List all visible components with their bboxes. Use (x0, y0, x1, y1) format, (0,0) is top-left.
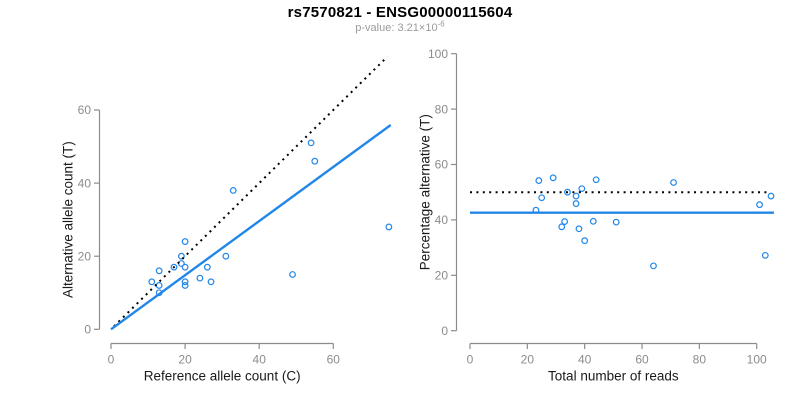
data-point (589, 217, 597, 225)
data-point (575, 225, 583, 233)
data-point (170, 263, 178, 271)
x-tick-label: 20 (521, 353, 535, 367)
data-point (229, 187, 237, 194)
p-value-base: ×10 (418, 22, 438, 34)
y-tick-label: 60 (78, 103, 92, 117)
data-point (311, 157, 319, 165)
data-point (572, 200, 580, 207)
x-axis-title: Reference allele count (C) (144, 369, 301, 384)
y-tick-label: 40 (435, 213, 449, 227)
data-point (155, 282, 163, 289)
data-point (767, 192, 775, 200)
data-point (177, 252, 185, 260)
y-tick-label: 80 (435, 102, 449, 116)
allele-counts-scatter: 0 20 40 60 0 20 40 60 Reference allele count (C)… (61, 55, 393, 384)
x-tick-label: 80 (693, 353, 707, 367)
y-tick-label: 40 (78, 176, 92, 190)
data-point (592, 176, 600, 184)
x-tick-label: 60 (635, 353, 649, 367)
data-point (612, 218, 620, 226)
data-point (203, 263, 211, 271)
y-tick-label: 20 (78, 249, 92, 263)
y-tick-label: 0 (84, 323, 91, 337)
data-point (578, 185, 586, 192)
p-value-subtitle: p-value: 3.21×10-6 (0, 19, 800, 34)
data-point (181, 282, 189, 289)
data-point (561, 218, 569, 225)
data-point (535, 177, 543, 184)
data-point (564, 188, 571, 196)
data-point (581, 237, 589, 245)
y-axis-title: Alternative allele count (T) (61, 141, 76, 298)
y-axis-title: Percentage alternative (T) (418, 114, 433, 270)
p-value-label: p-value: (355, 22, 398, 34)
chart-title: rs7570821 - ENSG00000115604 (287, 4, 513, 21)
data-point (307, 139, 315, 147)
data-point (181, 263, 189, 271)
data-point (538, 194, 546, 202)
x-tick-label: 40 (578, 353, 592, 367)
x-tick-label: 0 (467, 353, 474, 367)
x-tick-label: 40 (253, 353, 267, 367)
identity-line (113, 55, 389, 328)
percentage-vs-reads-scatter: 0 20 40 60 80 100 0 20 40 60 80 100 Total number of … (418, 47, 775, 384)
data-point (572, 192, 580, 200)
regression-line (110, 124, 392, 331)
data-point (549, 174, 557, 182)
data-point (670, 179, 677, 186)
x-tick-label: 0 (108, 353, 115, 367)
p-value-exponent: -6 (437, 19, 445, 29)
data-point (756, 201, 763, 209)
data-point (181, 278, 189, 286)
data-point (385, 223, 393, 231)
data-point (181, 238, 189, 245)
y-tick-label: 100 (428, 47, 448, 61)
data-point (207, 278, 215, 286)
data-point (558, 223, 566, 231)
data-point (148, 278, 156, 286)
x-tick-label: 20 (178, 353, 192, 367)
data-point (155, 267, 163, 275)
x-tick-label: 100 (747, 353, 767, 367)
x-tick-label: 60 (327, 353, 341, 367)
data-point (761, 251, 769, 259)
p-value-mantissa: 3.21 (397, 22, 419, 34)
data-point (650, 262, 657, 270)
data-point (196, 274, 204, 282)
data-point (289, 271, 296, 278)
y-tick-label: 0 (441, 324, 448, 338)
y-tick-label: 60 (435, 158, 449, 172)
y-tick-label: 20 (435, 269, 449, 283)
x-axis-title: Total number of reads (548, 369, 679, 384)
data-point (222, 252, 230, 260)
